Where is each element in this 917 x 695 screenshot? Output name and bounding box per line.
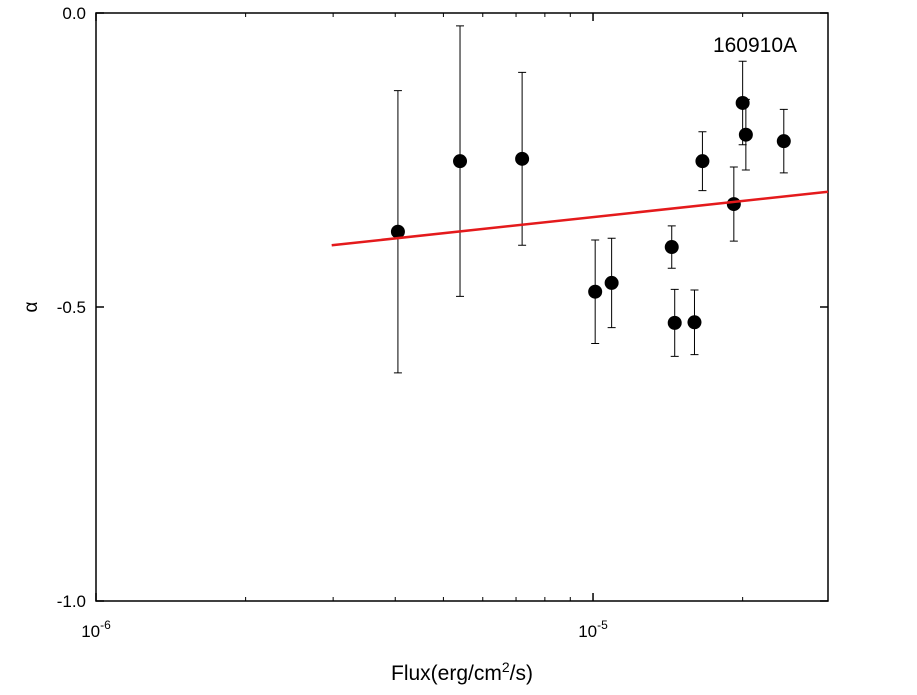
- x-tick-label: 10-6: [81, 618, 111, 641]
- y-tick-label: -0.5: [57, 298, 86, 317]
- annotation: 160910A: [713, 34, 797, 57]
- data-point: [726, 197, 741, 212]
- x-tick-label: 10-5: [578, 618, 608, 641]
- y-tick-label: 0.0: [62, 4, 86, 23]
- x-tick-exp: -5: [597, 618, 608, 632]
- data-point: [390, 224, 405, 239]
- x-axis-label: Flux(erg/cm2/s): [391, 659, 533, 685]
- x-tick-base: 10: [578, 622, 597, 641]
- x-axis-label-sup: 2: [502, 659, 510, 675]
- data-point: [664, 240, 679, 255]
- y-axis-label: α: [21, 301, 42, 312]
- data-point: [776, 134, 791, 149]
- data-point: [515, 151, 530, 166]
- x-tick-exp: -6: [100, 618, 111, 632]
- y-tick-label: -1.0: [57, 592, 86, 611]
- data-point: [695, 154, 710, 169]
- data-point: [588, 284, 603, 299]
- plot-frame: [95, 12, 829, 602]
- x-tick-base: 10: [81, 622, 100, 641]
- data-point: [667, 315, 682, 330]
- fit-line: [331, 190, 829, 247]
- data-point: [453, 154, 468, 169]
- data-point: [687, 315, 702, 330]
- data-point: [604, 275, 619, 290]
- x-axis-label-part: /s): [510, 662, 533, 685]
- data-point: [735, 95, 750, 110]
- data-point: [738, 127, 753, 142]
- x-axis-label-part: Flux(erg/cm: [391, 662, 502, 685]
